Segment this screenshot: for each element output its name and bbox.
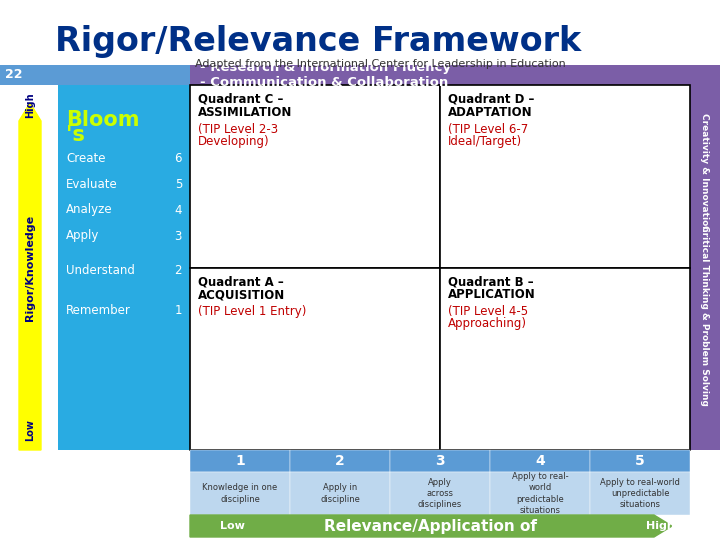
Bar [390, 450, 490, 472]
FancyArrow shape [19, 103, 41, 450]
Text: 1: 1 [174, 303, 182, 316]
Bar [190, 268, 440, 450]
Text: Bloom: Bloom [66, 110, 140, 130]
Text: Apply in
discipline: Apply in discipline [320, 483, 360, 503]
Bar [290, 472, 390, 515]
Text: High: High [25, 92, 35, 118]
Text: 2: 2 [335, 454, 345, 468]
Text: Remember: Remember [66, 303, 131, 316]
Text: Low: Low [25, 419, 35, 441]
Text: Rigor/Relevance Framework: Rigor/Relevance Framework [55, 25, 581, 58]
Bar [590, 450, 690, 472]
Text: (TIP Level 1 Entry): (TIP Level 1 Entry) [198, 306, 307, 319]
Text: - Communication & Collaboration: - Communication & Collaboration [200, 76, 449, 89]
Text: Apply to real-
world
predictable
situations: Apply to real- world predictable situati… [512, 472, 568, 515]
Text: Creativity & Innovation: Creativity & Innovation [701, 113, 709, 232]
Text: (TIP Level 6-7: (TIP Level 6-7 [448, 123, 528, 136]
Text: Knowledge in one
discipline: Knowledge in one discipline [202, 483, 278, 503]
Text: Ideal/Target): Ideal/Target) [448, 134, 522, 147]
Bar [390, 472, 490, 515]
Text: Quadrant D –: Quadrant D – [448, 92, 534, 105]
Text: Understand: Understand [66, 264, 135, 276]
Text: Quadrant B –: Quadrant B – [448, 275, 534, 288]
Text: Quadrant A –: Quadrant A – [198, 275, 284, 288]
Bar [0, 65, 720, 85]
Text: 's: 's [66, 125, 85, 145]
Bar [190, 450, 290, 472]
Text: ADAPTATION: ADAPTATION [448, 105, 533, 118]
Text: Create: Create [66, 152, 106, 165]
Text: Low: Low [220, 521, 245, 531]
Bar [440, 268, 690, 450]
Text: 5: 5 [635, 454, 645, 468]
Text: High: High [647, 521, 675, 531]
Text: Quadrant C –: Quadrant C – [198, 92, 284, 105]
Text: - Research & Information Fluency: - Research & Information Fluency [200, 62, 451, 75]
Bar [190, 472, 290, 515]
Text: Adapted from the International Center for Leadership in Education: Adapted from the International Center fo… [194, 59, 565, 69]
Text: 1: 1 [235, 454, 245, 468]
Bar [590, 472, 690, 515]
Text: Critical Thinking & Problem Solving: Critical Thinking & Problem Solving [701, 225, 709, 406]
Bar [440, 85, 690, 268]
Text: Apply to real-world
unpredictable
situations: Apply to real-world unpredictable situat… [600, 478, 680, 509]
Text: Approaching): Approaching) [448, 318, 527, 330]
Text: Rigor/Knowledge: Rigor/Knowledge [25, 214, 35, 321]
Text: 22: 22 [5, 69, 23, 82]
Text: (TIP Level 2-3: (TIP Level 2-3 [198, 123, 278, 136]
Text: Developing): Developing) [198, 134, 269, 147]
Text: Apply: Apply [66, 230, 99, 242]
FancyArrow shape [190, 515, 672, 537]
Bar [490, 472, 590, 515]
Text: ACQUISITION: ACQUISITION [198, 288, 285, 301]
Bar [190, 85, 440, 268]
Text: 4: 4 [535, 454, 545, 468]
Bar [58, 85, 190, 450]
Text: 5: 5 [175, 178, 182, 191]
Bar [290, 450, 390, 472]
Text: Evaluate: Evaluate [66, 178, 118, 191]
Text: Apply
across
disciplines: Apply across disciplines [418, 478, 462, 509]
Text: 3: 3 [435, 454, 445, 468]
Text: 2: 2 [174, 264, 182, 276]
Text: Analyze: Analyze [66, 204, 112, 217]
Bar [190, 65, 690, 85]
Text: 3: 3 [175, 230, 182, 242]
Text: 6: 6 [174, 152, 182, 165]
Text: ASSIMILATION: ASSIMILATION [198, 105, 292, 118]
Text: APPLICATION: APPLICATION [448, 288, 536, 301]
Text: Relevance/Application of: Relevance/Application of [323, 518, 536, 534]
Bar [490, 450, 590, 472]
Text: (TIP Level 4-5: (TIP Level 4-5 [448, 306, 528, 319]
Bar [690, 65, 720, 450]
Text: 4: 4 [174, 204, 182, 217]
